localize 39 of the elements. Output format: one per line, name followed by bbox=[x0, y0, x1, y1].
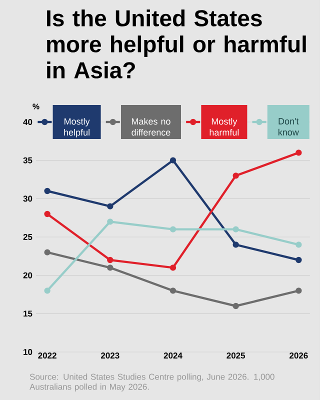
point bbox=[170, 157, 176, 164]
point bbox=[170, 264, 176, 271]
x-tick-label: 2023 bbox=[101, 352, 120, 359]
point bbox=[296, 150, 302, 156]
point bbox=[232, 242, 240, 248]
legend-label: Makes no difference bbox=[132, 118, 170, 136]
y-tick-label: 10 bbox=[24, 348, 32, 355]
point bbox=[107, 264, 114, 271]
y-tick-label: 15 bbox=[24, 310, 32, 317]
point bbox=[170, 226, 176, 232]
y-tick-label: 20 bbox=[23, 272, 32, 278]
point bbox=[170, 288, 176, 294]
point bbox=[232, 172, 240, 179]
point bbox=[44, 249, 50, 256]
point bbox=[296, 288, 302, 294]
y-axis-title: % bbox=[32, 104, 40, 110]
x-tick-label: 2022 bbox=[38, 352, 56, 359]
legend-label: Mostly helpful bbox=[64, 118, 90, 138]
point bbox=[107, 203, 114, 210]
point bbox=[107, 256, 114, 264]
y-tick-label: 35 bbox=[23, 157, 32, 164]
x-tick-label: 2024 bbox=[164, 352, 182, 359]
x-tick-label: 2025 bbox=[226, 352, 246, 359]
y-tick-label: 25 bbox=[23, 234, 32, 240]
legend-label: Don't know bbox=[278, 118, 299, 136]
point bbox=[296, 242, 302, 248]
y-tick-label: 30 bbox=[23, 196, 32, 202]
point bbox=[296, 256, 302, 264]
legend-label: Mostly harmful bbox=[210, 118, 239, 136]
y-tick-label: 40 bbox=[23, 119, 32, 126]
point bbox=[232, 226, 240, 232]
point bbox=[107, 218, 114, 225]
point bbox=[44, 288, 50, 294]
chart-title: Is the United States more helpful or harmful in Asia? bbox=[47, 10, 306, 78]
point bbox=[232, 302, 240, 310]
x-tick-label: 2026 bbox=[290, 352, 308, 359]
point bbox=[44, 210, 50, 218]
source-note: Source: United States Studies Centre polling, June 2026. 1,000 Australians polled in May 2026. bbox=[30, 374, 274, 392]
point bbox=[44, 188, 50, 194]
